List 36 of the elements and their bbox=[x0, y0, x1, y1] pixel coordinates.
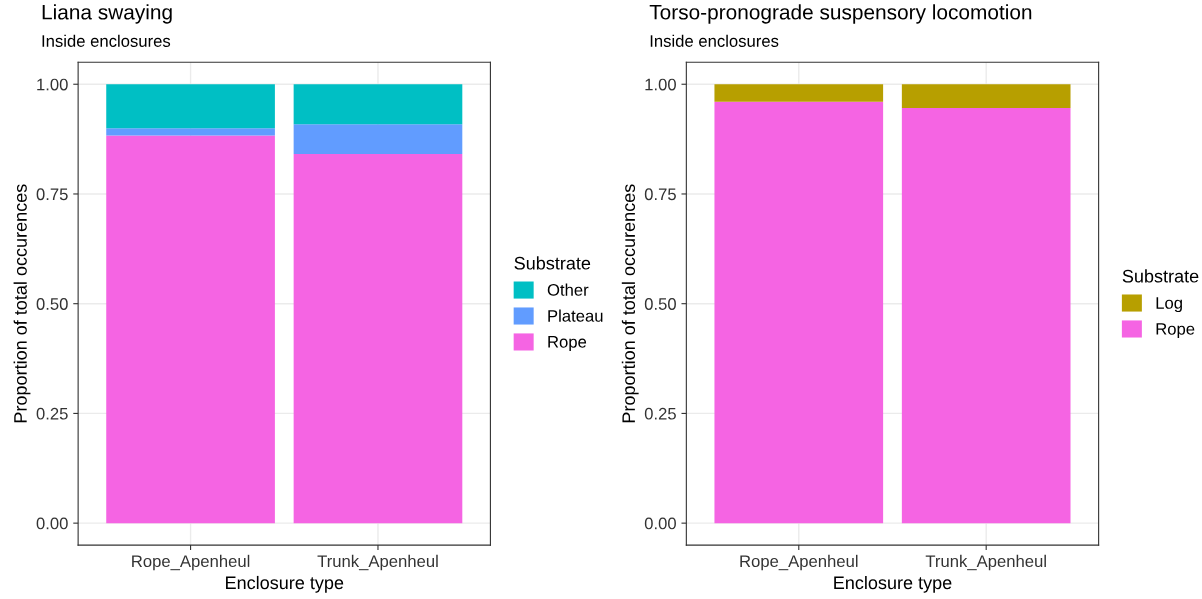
chart-subtitle: Inside enclosures bbox=[650, 34, 779, 47]
chart-title: Liana swaying bbox=[42, 4, 172, 24]
chart-title: Torso-pronograde suspensory locomotion bbox=[649, 4, 1032, 24]
y-tick-label: 0.50 bbox=[644, 298, 676, 310]
legend-label: Rope bbox=[1156, 323, 1195, 339]
x-tick-label: Rope_Apenheul bbox=[132, 554, 250, 571]
y-axis-title: Proportion of total occurences bbox=[13, 184, 31, 423]
y-tick-label: 0.00 bbox=[36, 517, 68, 530]
y-tick-label: 0.25 bbox=[36, 407, 68, 420]
legend-title: Substrate bbox=[1122, 269, 1199, 283]
legend-label: Rope bbox=[548, 336, 587, 352]
x-tick-label: Trunk_Apenheul bbox=[317, 554, 438, 571]
y-tick-label: 0.50 bbox=[36, 298, 68, 310]
y-tick-label: 1.00 bbox=[37, 78, 68, 91]
x-tick-label: Rope_Apenheul bbox=[740, 554, 858, 571]
x-axis-title: Enclosure type bbox=[834, 575, 952, 593]
bar bbox=[714, 84, 884, 102]
bar bbox=[901, 84, 1071, 108]
legend-label: Log bbox=[1156, 297, 1182, 313]
y-axis-title: Proportion of total occurences bbox=[621, 184, 639, 423]
chart-subtitle: Inside enclosures bbox=[42, 34, 171, 47]
bar bbox=[293, 84, 463, 125]
y-tick-label: 0.00 bbox=[644, 517, 676, 530]
x-axis-title: Enclosure type bbox=[226, 575, 344, 593]
y-tick-label: 0.25 bbox=[644, 407, 676, 420]
bar bbox=[293, 154, 463, 524]
legend-title: Substrate bbox=[514, 256, 591, 270]
bar bbox=[293, 124, 463, 155]
bar bbox=[106, 128, 275, 136]
y-tick-label: 0.75 bbox=[644, 188, 676, 201]
legend-label: Plateau bbox=[548, 309, 603, 322]
legend-label: Other bbox=[547, 283, 589, 296]
bar bbox=[106, 84, 275, 129]
y-tick-label: 0.75 bbox=[36, 188, 68, 201]
y-tick-label: 1.00 bbox=[645, 78, 676, 91]
x-tick-label: Trunk_Apenheul bbox=[925, 554, 1046, 571]
